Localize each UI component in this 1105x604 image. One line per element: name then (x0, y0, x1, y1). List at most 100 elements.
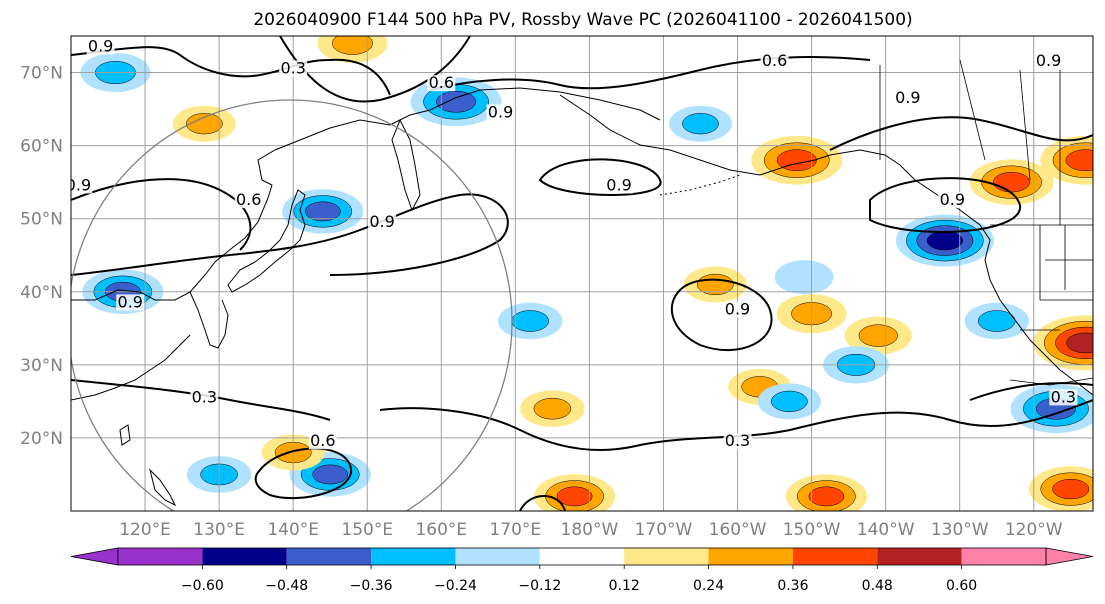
lon-label: 170°W (635, 520, 693, 540)
contour-label-bg (234, 192, 263, 209)
contour-label-bg (486, 104, 515, 121)
anom-alaska-positive (751, 135, 843, 185)
contour-label: 0.9 (940, 190, 965, 209)
anom-siberia-negative-level-3 (436, 90, 477, 113)
lon-label: 120°E (119, 520, 171, 540)
anom-gulf-alaska-negative (895, 214, 994, 267)
contour-label: 0.9 (88, 37, 113, 56)
lon-label: 180°W (561, 520, 619, 540)
anom-nw-canada-positive (1040, 135, 1093, 185)
contour-0-9-west (71, 178, 252, 251)
anom-pacific-positive-3-level-3 (808, 486, 845, 507)
anom-pacific-negative-4-level-2 (511, 310, 549, 332)
anom-pacific-positive-2 (844, 316, 912, 355)
lon-label: 150°W (783, 520, 841, 540)
anom-nw-canada-positive-level-3 (1065, 149, 1093, 172)
contour-label: 0.9 (606, 175, 631, 194)
contour-label: 0.9 (895, 88, 920, 107)
colorbar-label: 0.48 (862, 578, 893, 594)
coastline-taiwan (119, 424, 131, 446)
colorbar-extend-low (70, 547, 119, 566)
contour-label: 0.6 (236, 190, 261, 209)
anom-pacific-positive-5 (520, 390, 585, 428)
colorbar-extend-high (1045, 547, 1094, 566)
contour-label: 0.9 (725, 300, 750, 319)
contour-label: 0.3 (725, 431, 750, 450)
political-borders (879, 59, 1093, 386)
anom-pacific-negative-7 (668, 105, 732, 142)
anom-top-positive (317, 36, 388, 63)
colorbar-bin (539, 548, 625, 565)
lon-label: 170°E (489, 520, 541, 540)
colorbar-bin (961, 548, 1046, 565)
colorbar-bin (792, 548, 878, 565)
contour-0-6-japan-loop (254, 447, 353, 500)
colorbar (70, 547, 1094, 566)
colorbar-label: −0.24 (434, 578, 477, 594)
lon-label: 160°W (709, 520, 767, 540)
anom-sea-okhotsk-positive (172, 105, 236, 142)
contour-label-bg (893, 89, 922, 106)
contour-0-3-pacific (379, 399, 1093, 451)
colorbar-bin (202, 548, 287, 565)
lat-label: 40°N (20, 283, 63, 303)
anom-pacific-positive-5-level-2 (533, 397, 572, 420)
lat-label: 30°N (20, 356, 63, 376)
colorbar-label: −0.60 (181, 578, 224, 594)
anom-pacific-positive-2-level-2 (858, 324, 898, 347)
anom-gulf-alaska-negative-level-4 (926, 230, 963, 251)
colorbar-bin (624, 548, 709, 565)
anom-sw-us-positive (1033, 315, 1093, 371)
contour-label-bg (605, 177, 634, 194)
anom-sakhalin-negative-level-3 (304, 201, 341, 222)
colorbar-bin (371, 548, 456, 565)
coastline-philippines (149, 468, 177, 507)
contour-label-bg (308, 433, 337, 450)
anom-pacific-negative-7-level-2 (682, 113, 719, 135)
border-us-mexico (1009, 377, 1093, 386)
contour-label: 0.6 (429, 73, 454, 92)
lon-label: 160°E (415, 520, 467, 540)
anom-pacific-positive-4-level-3 (556, 486, 593, 507)
colorbar-tick-labels: −0.60 −0.48 −0.36 −0.24 −0.12 0.12 0.24 0.36 0.4… (181, 565, 977, 594)
contour-0-9-east (829, 116, 1093, 151)
anom-pacific-positive-7 (683, 266, 747, 303)
colorbar-outline (117, 547, 1047, 566)
contour-0-3-east (969, 382, 1093, 401)
anom-sakhalin-negative (282, 189, 364, 234)
contour-label: 0.3 (192, 387, 217, 406)
contour-label-bg (760, 53, 789, 70)
contour-0-9-alaska-loop (538, 158, 662, 196)
contour-south-loop (519, 495, 566, 511)
lat-label: 20°N (20, 429, 63, 449)
lon-label: 130°W (931, 520, 989, 540)
coastline-asia (71, 87, 661, 301)
anom-japan-negative-level-3 (312, 464, 349, 485)
colorbar-bin (286, 548, 372, 565)
lon-label: 130°E (193, 520, 245, 540)
colorbar-label: −0.36 (350, 578, 393, 594)
anom-pacific-positive-3 (785, 474, 867, 511)
lon-label: 120°W (1005, 520, 1063, 540)
lon-label: 140°E (267, 520, 319, 540)
colorbar-bin (455, 548, 540, 565)
contour-label-bg (368, 214, 397, 230)
anom-bc-positive-level-3 (993, 172, 1030, 193)
contour-label: 0.9 (369, 212, 394, 231)
latitude-tick-labels: 20°N 30°N 40°N 50°N 60°N 70°N (20, 64, 63, 449)
colorbar-bin (118, 548, 203, 565)
contour-label-bg (190, 389, 219, 406)
anom-pacific-negative-5-level-2 (770, 390, 808, 412)
contour-label-bg (116, 294, 145, 311)
anom-sw-us-positive-level-4 (1066, 332, 1093, 354)
colorbar-bin (877, 548, 962, 565)
chart-title: 2026040900 F144 500 hPa PV, Rossby Wave … (253, 10, 912, 30)
colorbar-label: 0.60 (946, 578, 977, 594)
anom-east-pacific-positive-level-3 (1052, 478, 1090, 500)
contour-label: 0.9 (1036, 51, 1061, 70)
coastline-aleutians (659, 174, 741, 196)
contour-label-bg (1049, 389, 1078, 406)
colorbar-label: 0.12 (609, 578, 640, 594)
border-states (1020, 225, 1093, 331)
